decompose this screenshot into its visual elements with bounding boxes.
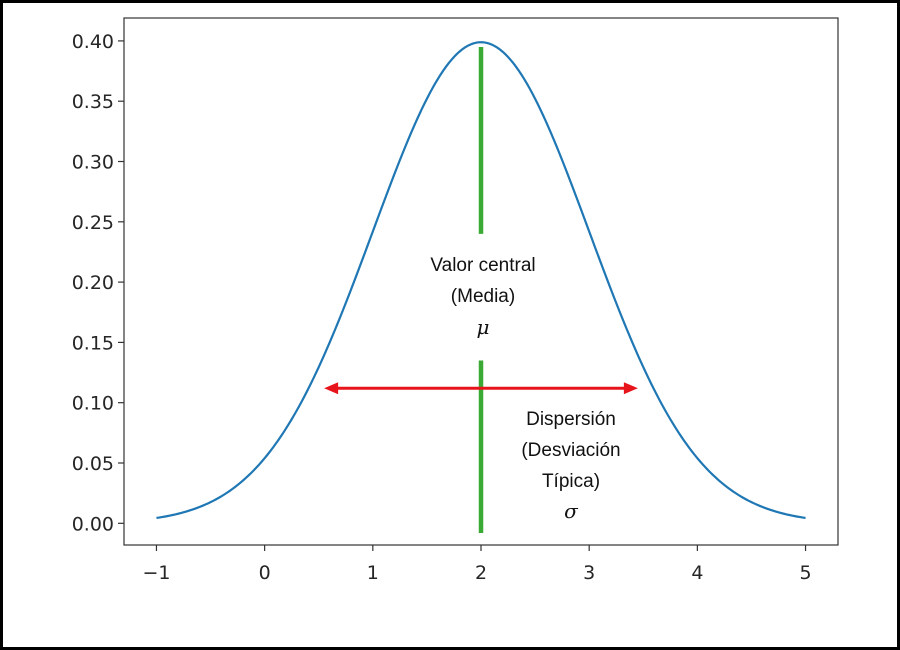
sigma-symbol: σ [564, 499, 579, 523]
dispersion-arrowhead-right [623, 382, 638, 395]
dispersion-arrowhead-left [324, 382, 339, 395]
y-tick-label: 0.00 [72, 513, 114, 535]
spread-annotation-line-3: Típica) [542, 471, 600, 492]
mu-symbol: μ [477, 315, 490, 339]
spread-annotation-line-2: (Desviación [521, 440, 620, 461]
y-tick-label: 0.20 [72, 272, 114, 294]
x-tick-label: 1 [367, 562, 379, 584]
normal-curve-line [156, 41, 806, 520]
x-tick-label: 5 [799, 562, 811, 584]
center-annotation-line-1: Valor central [430, 255, 535, 276]
x-tick-label: 2 [475, 562, 487, 584]
y-tick-label: 0.30 [72, 152, 114, 174]
y-tick-label: 0.35 [72, 91, 114, 113]
y-tick-label: 0.15 [72, 332, 114, 354]
y-axis: 0.00 0.05 0.10 0.15 0.20 0.25 0.30 0.35 0.40 [72, 31, 124, 535]
x-axis: −1 0 1 2 3 4 5 [142, 545, 812, 584]
x-tick-label: −1 [142, 562, 170, 584]
spread-annotation-line-1: Dispersión [526, 409, 616, 430]
center-annotation-line-2: (Media) [451, 286, 515, 307]
x-tick-label: 0 [259, 562, 271, 584]
y-tick-label: 0.40 [72, 31, 114, 53]
x-tick-label: 3 [583, 562, 595, 584]
y-tick-label: 0.10 [72, 393, 114, 415]
y-tick-label: 0.25 [72, 212, 114, 234]
y-tick-label: 0.05 [72, 453, 114, 475]
x-tick-label: 4 [691, 562, 703, 584]
